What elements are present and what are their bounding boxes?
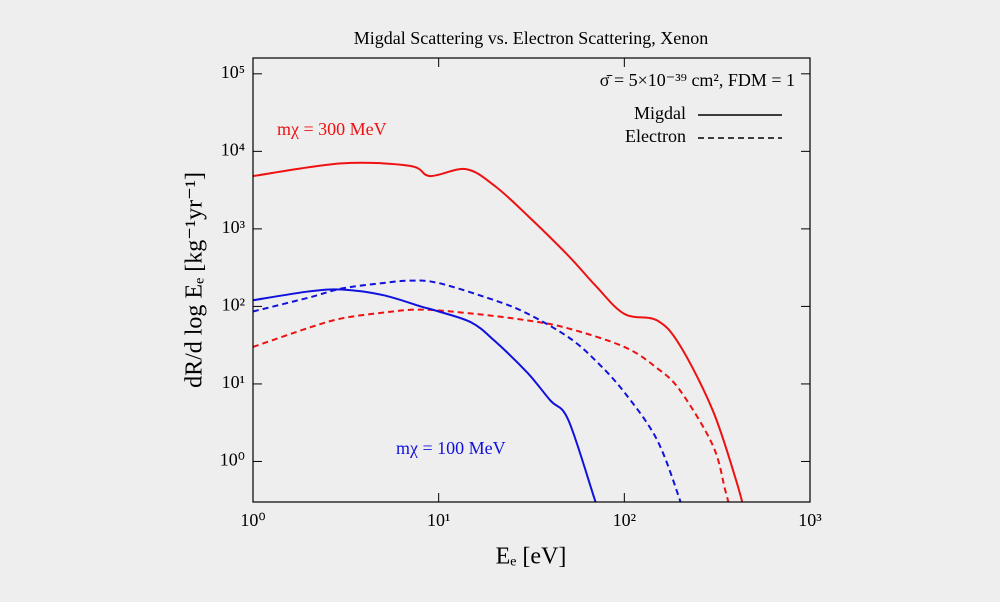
legend-label: Migdal: [634, 103, 686, 123]
legend-label: Electron: [625, 126, 686, 146]
y-tick-label: 10¹: [222, 372, 245, 392]
y-tick-label: 10⁰: [220, 450, 245, 470]
y-axis-label: dR/d log Eₑ [kg⁻¹yr⁻¹]: [182, 172, 208, 388]
x-tick-label: 10³: [798, 510, 822, 530]
plot-lines: [253, 161, 744, 502]
plot-frame: [252, 57, 811, 503]
x-tick-label: 10²: [613, 510, 636, 530]
data-line: [253, 161, 744, 502]
y-tick-label: 10³: [222, 217, 246, 237]
data-line: [253, 279, 682, 502]
y-tick-label: 10⁴: [221, 139, 245, 159]
y-tick-label: 10⁵: [221, 62, 245, 82]
annotation: σ̄ = 5×10⁻³⁹ cm², FDM = 1: [600, 70, 795, 90]
x-tick-label: 10¹: [427, 510, 450, 530]
annotation: mχ = 100 MeV: [396, 438, 506, 458]
chart-title: Migdal Scattering vs. Electron Scatterin…: [354, 28, 708, 48]
data-line: [253, 308, 730, 502]
x-axis-label: Eₑ [eV]: [496, 544, 567, 570]
y-tick-label: 10²: [222, 295, 245, 315]
x-tick-label: 10⁰: [240, 510, 265, 530]
annotation: mχ = 300 MeV: [277, 119, 387, 139]
